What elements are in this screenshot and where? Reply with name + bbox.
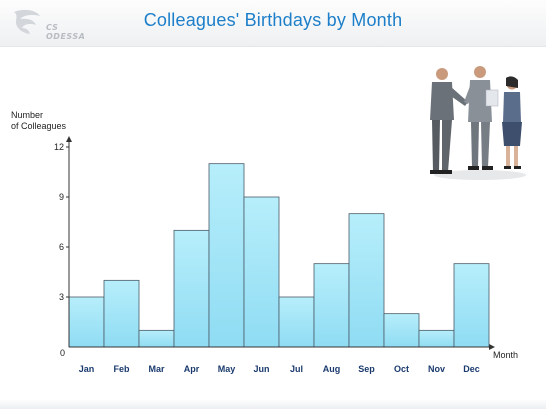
x-tick-label: Jun <box>253 364 269 374</box>
y-tick-label: 12 <box>54 142 64 152</box>
x-axis-label: Month <box>493 350 519 360</box>
x-tick-label: Jan <box>79 364 95 374</box>
y-axis-arrow <box>66 136 72 142</box>
x-tick-label: Mar <box>148 364 165 374</box>
swirl-logo-icon <box>14 9 40 34</box>
y-axis-label: Number of Colleagues <box>11 110 67 131</box>
y-tick-label: 9 <box>59 192 64 202</box>
x-tick-label: May <box>218 364 236 374</box>
logo: CS ODESSA <box>10 6 100 41</box>
x-tick-label: Sep <box>358 364 375 374</box>
bar-oct <box>383 313 420 348</box>
chart-title: Colleagues' Birthdays by Month <box>143 10 403 30</box>
bar-feb <box>103 279 140 348</box>
x-tick-label: Oct <box>394 364 409 374</box>
bar-dec <box>453 263 490 348</box>
x-tick-label: Apr <box>184 364 200 374</box>
x-tick-label: Aug <box>323 364 341 374</box>
bar-jul <box>278 296 315 348</box>
logo-text: CS ODESSA <box>46 23 86 41</box>
bar-sep <box>348 213 385 348</box>
x-tick-label: Dec <box>463 364 480 374</box>
bar-may <box>208 163 245 348</box>
x-tick-label: Nov <box>428 364 445 374</box>
y-tick-label: 6 <box>59 242 64 252</box>
bar-aug <box>313 263 350 348</box>
header: CS ODESSA Colleagues' Birthdays by Month <box>0 0 546 47</box>
bar-apr <box>173 229 210 348</box>
footer-bar <box>0 399 546 409</box>
bar-mar <box>138 329 175 348</box>
origin-label: 0 <box>60 348 66 358</box>
y-tick-label: 3 <box>59 292 64 302</box>
bar-jan <box>68 296 105 348</box>
x-tick-label: Feb <box>113 364 130 374</box>
x-axis-arrow <box>489 344 495 350</box>
business-people-handshake-icon <box>430 66 526 180</box>
x-tick-label: Jul <box>290 364 303 374</box>
bar-jun <box>243 196 280 348</box>
bar-nov <box>418 329 455 348</box>
